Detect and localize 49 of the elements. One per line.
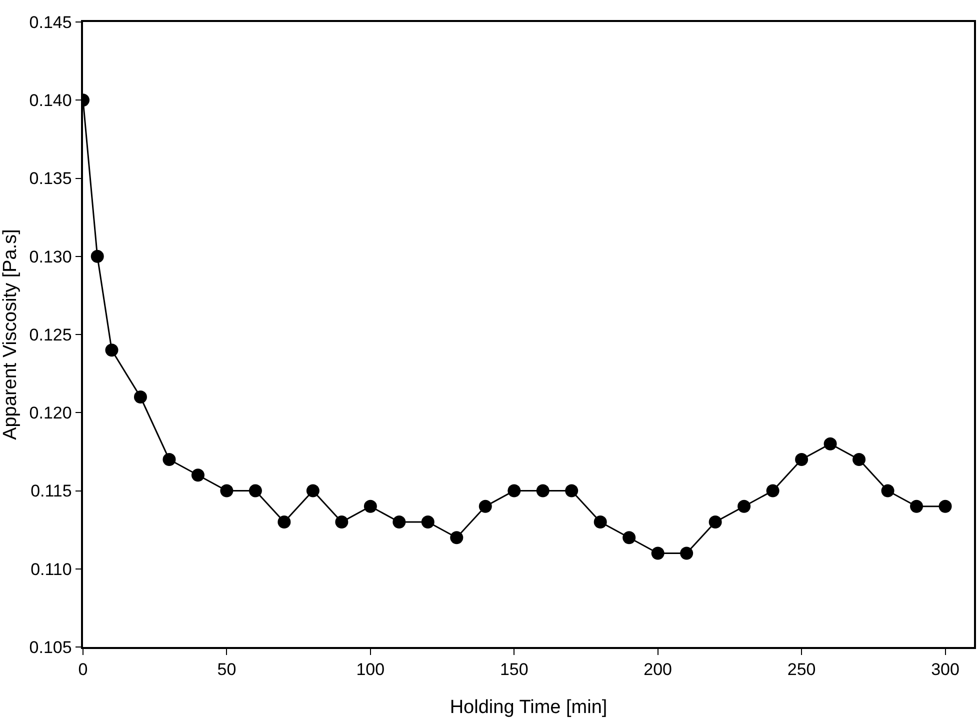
point (738, 500, 751, 513)
point (824, 437, 837, 450)
point (478, 500, 492, 513)
point (622, 531, 636, 544)
point (248, 484, 262, 498)
point (881, 484, 894, 498)
point (278, 516, 291, 528)
point (910, 500, 924, 513)
point (162, 453, 176, 466)
point (508, 484, 521, 498)
x-tick-label: 300 (931, 660, 960, 680)
x-tick-label: 0 (78, 660, 88, 680)
point (565, 484, 578, 498)
point (708, 516, 722, 528)
y-tick-label: 0.135 (29, 169, 72, 188)
y-axis-title: Apparent Viscosity [Pa.s] (0, 229, 21, 440)
x-axis-title: Holding Time [min] (450, 697, 608, 718)
point (306, 484, 320, 498)
y-tick-label: 0.115 (30, 482, 72, 501)
y-tick-label: 0.105 (29, 638, 72, 657)
point (335, 516, 348, 528)
x-tick-label: 150 (500, 660, 528, 680)
point (938, 500, 952, 513)
point (105, 344, 118, 357)
y-tick-label: 0.110 (30, 560, 72, 579)
x-tick-label: 50 (217, 660, 236, 680)
point (220, 484, 234, 498)
y-tick-label: 0.145 (29, 12, 72, 32)
y-tick-label: 0.140 (29, 91, 72, 110)
point (795, 453, 808, 466)
point (392, 516, 406, 528)
x-tick-label: 100 (356, 660, 385, 680)
point (651, 546, 664, 560)
point (450, 531, 464, 544)
x-tick-label: 250 (787, 660, 816, 680)
y-tick-label: 0.125 (29, 325, 72, 344)
point (594, 516, 607, 528)
point (536, 484, 550, 498)
point (134, 390, 147, 404)
point (191, 468, 204, 482)
point (852, 453, 866, 466)
point (766, 484, 780, 498)
point (680, 546, 694, 560)
point (421, 516, 434, 528)
point (90, 250, 104, 263)
x-tick-label: 200 (644, 660, 672, 680)
y-tick-label: 0.120 (29, 404, 72, 423)
point (364, 500, 377, 513)
y-tick-label: 0.130 (29, 247, 72, 266)
